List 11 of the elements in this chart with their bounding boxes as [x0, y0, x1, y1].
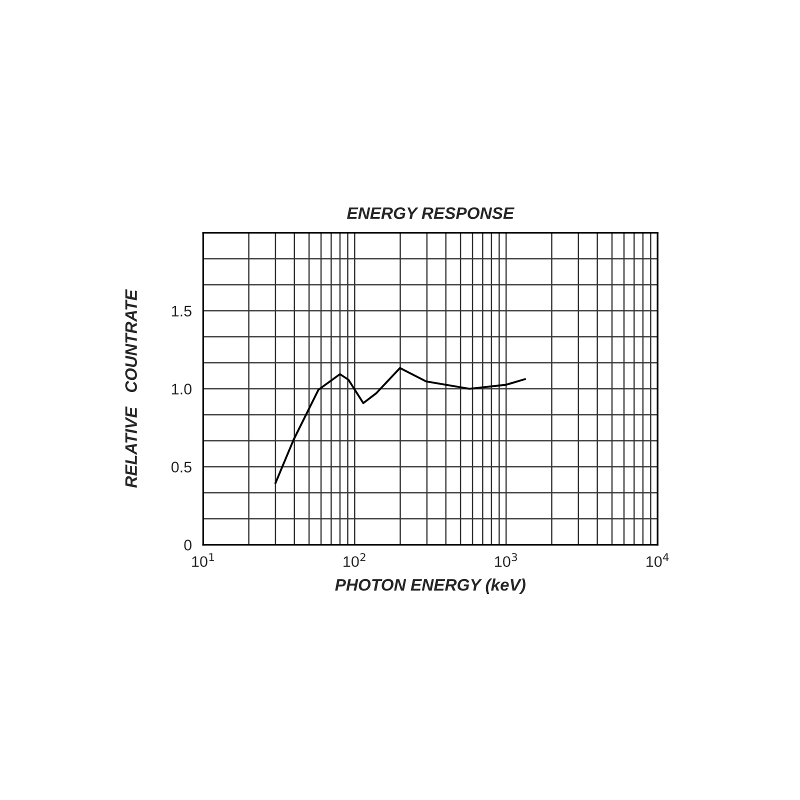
- x-tick-label: 10$^{4}$: [646, 553, 669, 568]
- chart-title: ENERGY RESPONSE: [347, 207, 514, 220]
- y-tick-label: 0.5: [171, 462, 192, 472]
- y-tick-label: 0: [184, 540, 192, 550]
- y-tick-label: 1.5: [172, 306, 192, 316]
- x-tick-label: 10$^{1}$: [192, 553, 214, 568]
- x-tick-label: 10$^{3}$: [495, 553, 517, 568]
- y-tick-label: 1.0: [172, 384, 192, 394]
- x-axis-title: PHOTON ENERGY (keV): [335, 578, 526, 594]
- y-axis-title: RELATIVE COUNTRATE: [125, 289, 138, 488]
- x-tick-label: 10$^{2}$: [344, 553, 366, 568]
